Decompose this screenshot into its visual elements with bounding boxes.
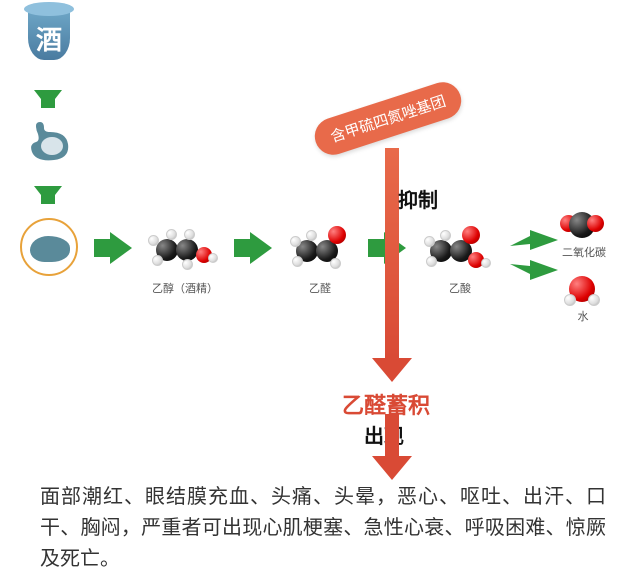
- arrow-stomach-to-liver: [34, 186, 62, 204]
- h2o-label: 水: [566, 308, 600, 324]
- inhibit-label: 抑制: [398, 184, 438, 213]
- aceticacid-molecule: [424, 222, 492, 276]
- h2o-molecule: [564, 274, 602, 308]
- aceticacid-label: 乙酸: [436, 280, 484, 296]
- stomach-icon: [26, 122, 72, 162]
- liver-icon: [30, 236, 70, 262]
- arrow-to-h2o: [510, 256, 560, 291]
- acetaldehyde-molecule: [290, 222, 350, 276]
- ethanol-molecule: [148, 225, 218, 275]
- alcohol-cup: 酒: [24, 8, 74, 68]
- co2-label: 二氧化碳: [554, 244, 614, 260]
- cup-label: 酒: [24, 20, 74, 57]
- symptoms-text: 面部潮红、眼结膜充血、头痛、头晕，恶心、呕吐、出汗、口干、胸闷，严重者可出现心肌…: [36, 482, 610, 575]
- ethanol-label: 乙醇（酒精）: [140, 280, 230, 296]
- acetaldehyde-label: 乙醛: [296, 280, 344, 296]
- arrow-cup-to-stomach: [34, 90, 62, 108]
- red-arrow-appear: [372, 414, 412, 480]
- co2-molecule: [560, 210, 604, 244]
- liver-ring: [20, 218, 78, 276]
